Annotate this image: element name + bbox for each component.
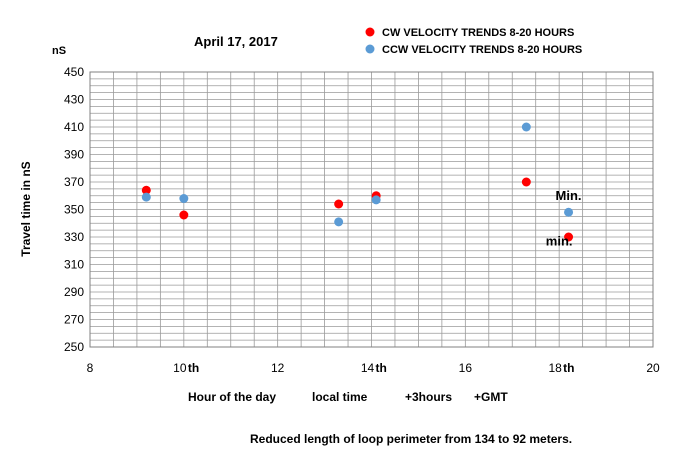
annotation-label: Min. <box>556 188 582 203</box>
legend: CW VELOCITY TRENDS 8-20 HOURS CCW VELOCI… <box>365 27 582 56</box>
y-tick-labels: 450 430 410 390 370 350 330 310 290 270 250 <box>64 65 84 354</box>
data-point-ccw <box>521 122 531 132</box>
plot-area-frame <box>89 71 654 348</box>
y-axis-label: Travel time in nS <box>19 161 33 256</box>
y-tick-label: 430 <box>64 93 84 107</box>
data-point-cw <box>564 232 574 242</box>
x-axis-label: Hour of the day local time +3hours +GMT <box>188 390 508 404</box>
data-point-ccw <box>564 207 574 217</box>
annotation-label: min. <box>546 233 573 248</box>
data-point-ccw <box>334 217 344 227</box>
x-tick-label: 16 <box>459 361 473 375</box>
data-point-cw <box>521 177 531 187</box>
x-tick-suffix: th <box>563 361 574 375</box>
x-tick-label: 20 <box>646 361 660 375</box>
data-point-ccw <box>141 192 151 202</box>
footnote: Reduced length of loop perimeter from 13… <box>250 432 572 446</box>
legend-marker-ccw <box>365 44 375 54</box>
y-tick-label: 450 <box>64 65 84 79</box>
y-tick-label: 310 <box>64 258 84 272</box>
data-point-ccw <box>179 194 189 203</box>
data-point-ccw <box>371 195 381 205</box>
y-tick-label: 270 <box>64 313 84 327</box>
x-tick-label: 10 <box>173 361 187 375</box>
x-axis-label-part: local time <box>312 390 368 404</box>
y-tick-label: 290 <box>64 285 84 299</box>
data-point-cw <box>179 210 189 220</box>
x-tick-label: 18 <box>548 361 562 375</box>
grid-lines <box>89 71 654 348</box>
x-tick-suffix: th <box>188 361 199 375</box>
x-axis-label-part: Hour of the day <box>188 390 276 404</box>
y-tick-label: 350 <box>64 203 84 217</box>
data-points <box>141 122 574 242</box>
x-axis-label-part: +GMT <box>474 390 508 404</box>
x-tick-label: 8 <box>87 361 94 375</box>
legend-item: CW VELOCITY TRENDS 8-20 HOURS <box>365 27 574 39</box>
y-tick-label: 250 <box>64 340 84 354</box>
y-tick-label: 330 <box>64 230 84 244</box>
y-tick-label: 390 <box>64 148 84 162</box>
x-tick-suffix: th <box>376 361 387 375</box>
legend-label: CW VELOCITY TRENDS 8-20 HOURS <box>382 27 574 39</box>
data-point-cw <box>141 185 151 195</box>
data-point-cw <box>334 199 344 209</box>
legend-item: CCW VELOCITY TRENDS 8-20 HOURS <box>365 44 582 56</box>
x-axis-label-part: +3hours <box>405 390 452 404</box>
chart-title: April 17, 2017 <box>194 34 278 49</box>
annotations: Min. min. <box>546 188 582 248</box>
unit-label: nS <box>52 45 66 57</box>
legend-marker-cw <box>365 27 375 37</box>
y-tick-label: 410 <box>64 120 84 134</box>
y-tick-label: 370 <box>64 175 84 189</box>
legend-label: CCW VELOCITY TRENDS 8-20 HOURS <box>382 44 582 56</box>
x-tick-label: 14 <box>361 361 375 375</box>
x-tick-label: 12 <box>271 361 285 375</box>
